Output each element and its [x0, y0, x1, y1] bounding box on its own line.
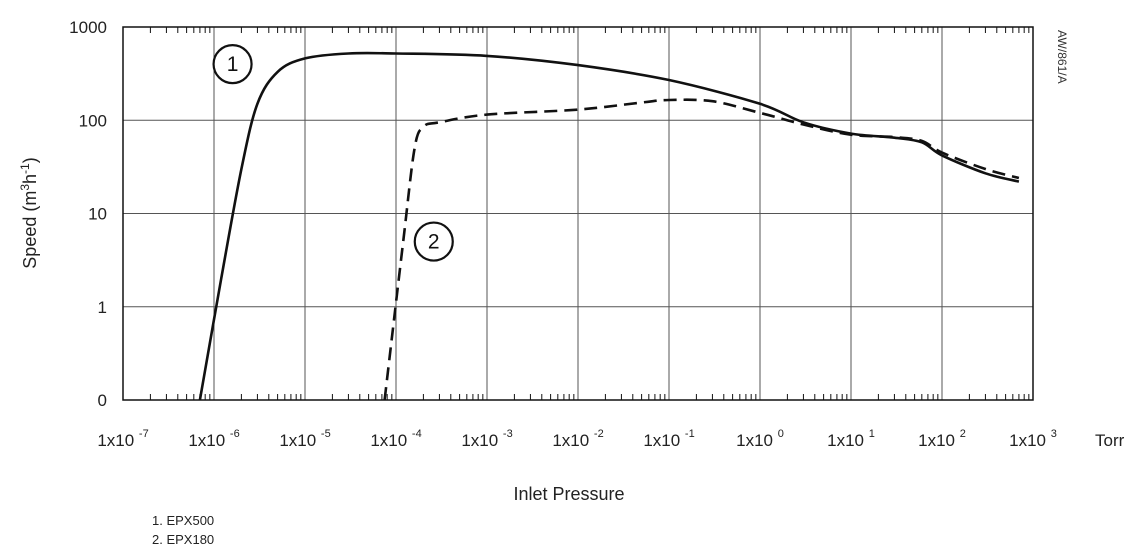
y-tick-label: 1000 [69, 18, 107, 37]
x-axis-title: Inlet Pressure [513, 484, 624, 504]
x-tick-label: 1x10 -4 [370, 428, 421, 450]
series-marker-circle [212, 44, 253, 85]
y-tick-label: 0 [98, 391, 107, 410]
x-tick-label: 1x10 -1 [643, 428, 694, 450]
series-marker-label: 1 [227, 53, 239, 76]
series-line-2 [383, 98, 1020, 401]
y-tick-label: 100 [79, 111, 107, 130]
y-tick-label: 10 [88, 205, 107, 224]
x-tick-label: 1x10 0 [736, 428, 784, 450]
y-axis-title: Speed (m3h-1) [18, 157, 40, 268]
x-tick-labels: 1x10 -7 1x10 -6 1x10 -5 1x10 -4 1x10 -3 1x10 … [97, 428, 1057, 450]
x-tick-label: 1x10 2 [918, 428, 966, 450]
legend-item: 1. EPX500 [152, 513, 215, 528]
x-tick-label: 1x10 -2 [552, 428, 603, 450]
chart: 12 1x10 -7 1x10 -6 1x10 -5 1x10 -4 1x10 -3 1x… [18, 18, 1125, 504]
y-tick-label: 1 [98, 298, 107, 317]
grid [122, 26, 1034, 401]
x-unit-label: Torr [1095, 431, 1125, 450]
series-marker-label: 2 [428, 231, 440, 254]
series-line-1 [198, 51, 1020, 401]
x-tick-label: 1x10 -6 [188, 428, 239, 450]
reference-code: AW/861/A [1055, 30, 1069, 84]
x-tick-label: 1x10 -7 [97, 428, 148, 450]
series-marker-circle [413, 221, 454, 262]
legend: 1. EPX500 2. EPX180 [152, 511, 214, 549]
x-tick-label: 1x10 -3 [461, 428, 512, 450]
x-tick-label: 1x10 3 [1009, 428, 1057, 450]
legend-item: 2. EPX180 [152, 532, 215, 547]
x-tick-label: 1x10 -5 [279, 428, 330, 450]
series-markers: 12 [212, 44, 454, 262]
minor-ticks [149, 27, 1030, 400]
plot-frame [122, 26, 1034, 401]
series-layer [198, 51, 1020, 401]
y-tick-labels: 0 1 10 100 1000 [69, 18, 107, 410]
x-tick-label: 1x10 1 [827, 428, 875, 450]
